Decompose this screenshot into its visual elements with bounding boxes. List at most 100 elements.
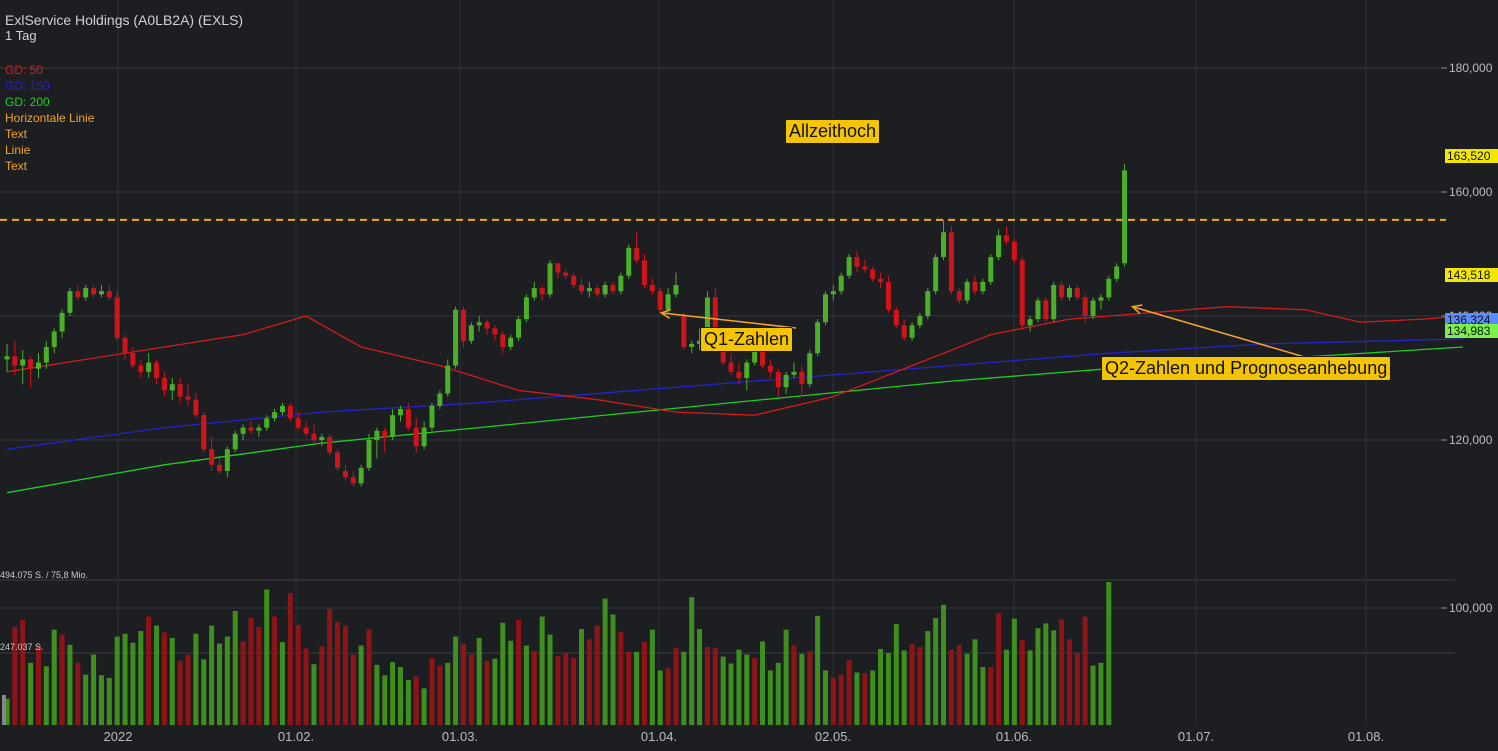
volume-bar (75, 662, 81, 725)
candle-body (279, 405, 285, 413)
volume-bar (720, 656, 726, 725)
volume-bar (67, 644, 73, 725)
candle-body (122, 337, 128, 354)
candle (594, 285, 600, 298)
arrow-head (659, 308, 671, 319)
volume-bar (775, 662, 781, 725)
volume-bar (862, 673, 868, 725)
candle-body (445, 365, 451, 394)
candle-body (437, 393, 443, 406)
candle (744, 359, 750, 391)
candle (83, 285, 89, 301)
candle (279, 402, 285, 416)
legend-text-1: Text (5, 127, 28, 141)
candle-body (240, 427, 246, 434)
legend-text-2: Text (5, 159, 28, 173)
candle-body (933, 257, 939, 292)
candle-body (870, 269, 876, 279)
candle-body (516, 319, 522, 338)
y-tick-label: 120,000 (1449, 433, 1493, 447)
volume-bar (295, 624, 301, 725)
candle-body (697, 340, 703, 344)
candle (807, 350, 813, 388)
candle (421, 421, 427, 450)
candle-body (374, 430, 380, 440)
candle-body (641, 260, 647, 285)
candle (405, 402, 411, 431)
x-tick-label: 01.04. (641, 729, 677, 744)
candle (508, 334, 514, 351)
candle (216, 458, 222, 475)
volume-bar (1098, 662, 1104, 725)
candle (453, 306, 459, 369)
x-tick-label: 01.08. (1348, 729, 1384, 744)
candle (327, 433, 333, 456)
candle-body (689, 343, 695, 347)
volume-bar (264, 589, 270, 725)
volume-bar (138, 631, 144, 725)
chart-timeframe: 1 Tag (5, 28, 37, 43)
candle (311, 424, 317, 444)
candle (154, 359, 160, 385)
candle-body (854, 257, 860, 267)
candle-body (996, 235, 1002, 258)
candle-body (948, 232, 954, 292)
volume-bar (484, 660, 490, 725)
candle-body (232, 433, 238, 450)
gd50-line (6, 306, 1464, 416)
candle (555, 263, 561, 279)
candle-body (956, 291, 962, 301)
candle-body (1074, 288, 1080, 298)
candle-body (161, 378, 167, 391)
candle (783, 371, 789, 394)
volume-bar (224, 636, 230, 725)
price-tag-gd200: 134,983 (1445, 324, 1498, 338)
candle-body (484, 322, 490, 329)
volume-bar (1019, 640, 1025, 725)
volume-bar (1027, 650, 1033, 725)
volume-bar (531, 651, 537, 725)
arrow-head (1130, 304, 1143, 314)
volume-bar (161, 632, 167, 725)
candle-body (476, 322, 482, 326)
volume-bar (555, 655, 561, 725)
candle-body (492, 328, 498, 335)
candle-body (1003, 235, 1009, 242)
candle (1027, 316, 1033, 332)
candle-body (1027, 319, 1033, 326)
candle-body (531, 288, 537, 298)
candle-body (704, 297, 710, 341)
candle (193, 393, 199, 419)
volume-bar (335, 622, 341, 725)
chart-legend: ExlService Holdings (A0LB2A) (EXLS) 1 Ta… (5, 12, 243, 174)
arrow-shaft (1132, 305, 1309, 359)
volume-bar (453, 636, 459, 725)
candle-body (901, 325, 907, 338)
candle (988, 254, 994, 285)
candle-body (98, 291, 104, 295)
candle-body (421, 427, 427, 447)
candle-body (862, 266, 868, 270)
candle-body (287, 405, 293, 419)
volume-bar (933, 617, 939, 725)
candle (649, 278, 655, 295)
candle (641, 254, 647, 289)
candle (1051, 281, 1057, 323)
candle-body (146, 362, 152, 372)
candle (689, 340, 695, 354)
candle-body (1106, 278, 1112, 298)
volume-bar (12, 626, 18, 725)
candle-body (665, 294, 671, 310)
candle (177, 378, 183, 403)
candle-body (547, 263, 553, 295)
candle (374, 427, 380, 459)
candle (342, 464, 348, 481)
legend-gd200: GD: 200 (5, 95, 50, 109)
candle-body (224, 449, 230, 471)
volume-bar (830, 678, 836, 725)
volume-bar (964, 653, 970, 725)
candle (673, 272, 679, 298)
candle (161, 371, 167, 397)
volume-bar (476, 637, 482, 725)
candle (209, 436, 215, 471)
